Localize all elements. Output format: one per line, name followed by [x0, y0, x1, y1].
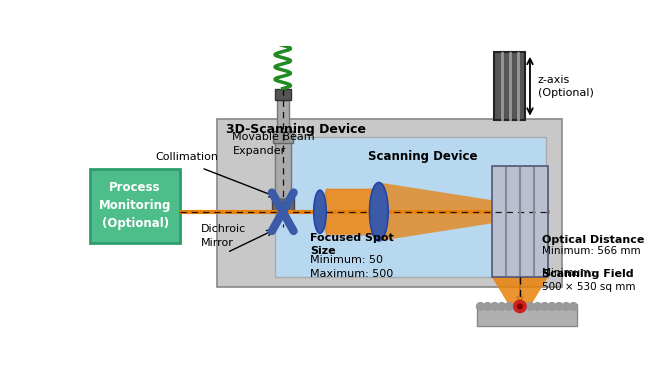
Text: Optical Distance: Optical Distance	[542, 234, 645, 244]
Bar	[217, 119, 562, 287]
FancyBboxPatch shape	[90, 169, 181, 243]
Circle shape	[519, 303, 527, 310]
Circle shape	[534, 303, 541, 310]
Circle shape	[548, 303, 556, 310]
Bar	[476, 304, 577, 326]
Circle shape	[484, 303, 491, 310]
Text: Scanning Field: Scanning Field	[542, 269, 634, 279]
Text: Movable Beam
Expander: Movable Beam Expander	[233, 132, 315, 156]
Circle shape	[505, 303, 513, 310]
Text: Focused Spot
Size: Focused Spot Size	[310, 233, 394, 256]
Bar	[273, 131, 292, 143]
Text: Dichroic
Mirror: Dichroic Mirror	[202, 224, 246, 248]
Bar	[326, 189, 379, 235]
Bar	[276, 100, 289, 131]
Text: Minimum:
500 × 530 sq mm: Minimum: 500 × 530 sq mm	[542, 268, 636, 291]
Bar	[494, 52, 525, 120]
Text: Scanning Device: Scanning Device	[368, 150, 478, 163]
Bar	[492, 166, 548, 277]
Circle shape	[514, 300, 526, 313]
Polygon shape	[492, 277, 548, 308]
Circle shape	[491, 303, 499, 310]
Bar	[275, 137, 546, 277]
Circle shape	[498, 303, 506, 310]
Circle shape	[517, 304, 522, 309]
Polygon shape	[370, 182, 388, 241]
Text: z-axis
(Optional): z-axis (Optional)	[538, 75, 593, 98]
Text: Collimation: Collimation	[155, 152, 218, 162]
Polygon shape	[314, 190, 326, 233]
Circle shape	[526, 303, 534, 310]
Circle shape	[541, 303, 549, 310]
Text: 3D-Scanning Device: 3D-Scanning Device	[226, 123, 366, 136]
Circle shape	[555, 303, 563, 310]
Text: Process
Monitoring
(Optional): Process Monitoring (Optional)	[99, 181, 172, 231]
Text: Minimum: 50
Maximum: 500: Minimum: 50 Maximum: 500	[310, 255, 393, 279]
Circle shape	[562, 303, 570, 310]
Bar	[275, 89, 291, 100]
Circle shape	[512, 303, 520, 310]
Circle shape	[476, 303, 484, 310]
Circle shape	[569, 303, 577, 310]
Bar	[275, 142, 291, 198]
Polygon shape	[379, 182, 546, 241]
Bar	[272, 198, 294, 212]
Text: Minimum: 566 mm: Minimum: 566 mm	[542, 246, 641, 256]
Polygon shape	[320, 189, 379, 235]
